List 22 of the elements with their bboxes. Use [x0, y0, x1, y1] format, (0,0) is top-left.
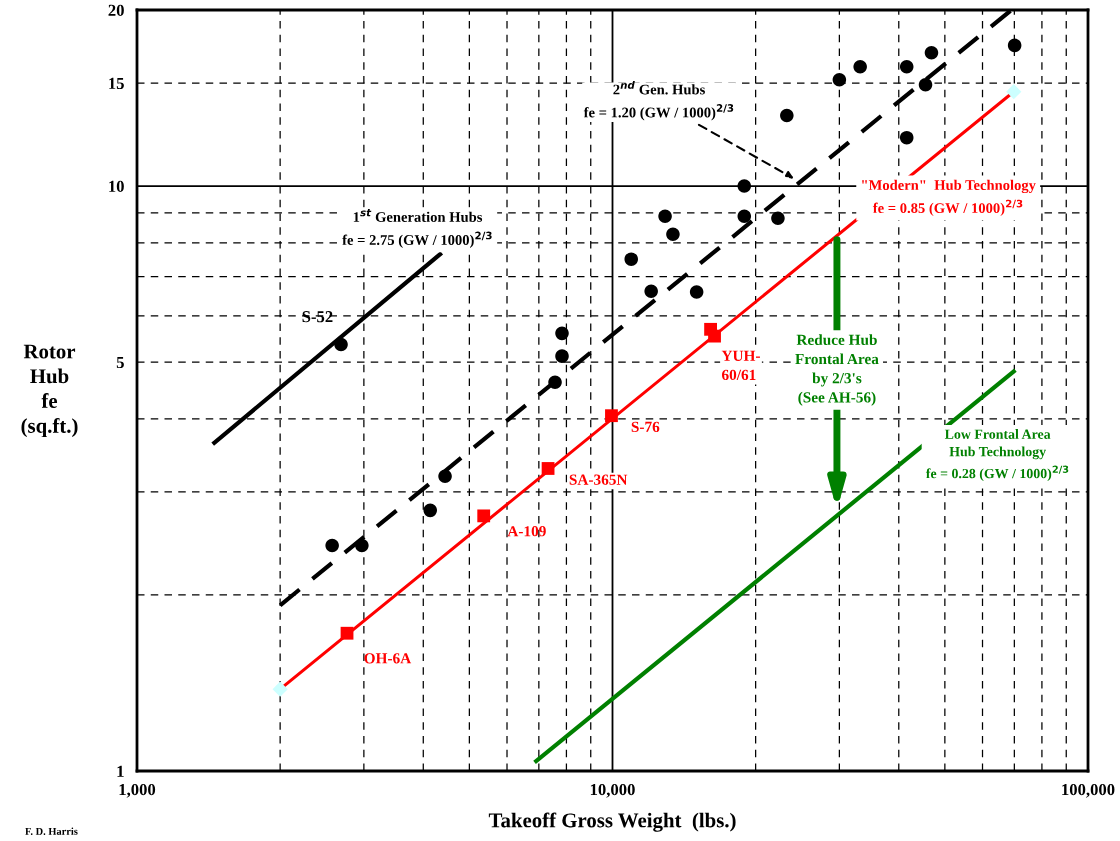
- y-tick-label: 1: [117, 765, 124, 777]
- annotation: YUH- 60/61: [721, 350, 760, 381]
- x-tick-label: 100,000: [1062, 783, 1115, 798]
- y-axis-title: Rotor Hub fe (sq.ft.): [21, 344, 78, 438]
- annotation: Reduce Hub Frontal Area by 2/3's (See AH-56): [795, 334, 879, 406]
- annotation: 1$^{st}$ Generation Hubs fe = 2.75 (GW / 1000)$^{2/3}$: [342, 209, 492, 248]
- y-tick-label: 15: [109, 77, 124, 90]
- annotation: SA-365N: [569, 474, 628, 485]
- annotation: S-76: [631, 421, 660, 433]
- annotation: S-52: [302, 311, 333, 323]
- text: F. D. Harris: [25, 827, 78, 835]
- annotation: A-109: [507, 526, 546, 537]
- x-axis-title: Takeoff Gross Weight (lbs.): [488, 812, 736, 832]
- annotation: OH-6A: [364, 653, 412, 664]
- x-tick-label: 10,000: [590, 783, 635, 798]
- y-tick-label: 5: [116, 357, 124, 369]
- annotation: Low Frontal Area Hub Technology fe = 0.28 (GW / 1000)$^{2/3}$: [925, 429, 1069, 482]
- y-tick-label: 10: [109, 180, 124, 193]
- annotation: "Modern" Hub Technology fe = 0.85 (GW / 1000)$^{2/3}$: [862, 179, 1036, 216]
- x-tick-label: 1,000: [119, 783, 156, 798]
- y-tick-label: 20: [108, 4, 124, 16]
- annotation: 2$^{nd}$ Gen. Hubs fe = 1.20 (GW / 1000)$^{2/3}$: [583, 80, 734, 121]
